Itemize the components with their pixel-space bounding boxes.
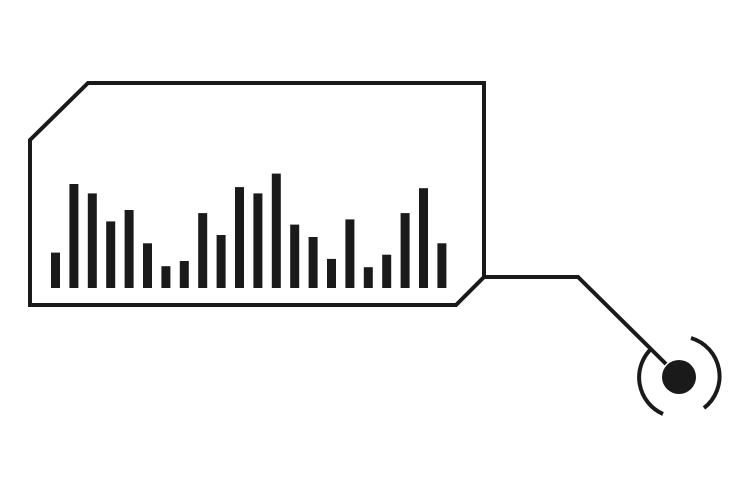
equalizer-bar [271, 173, 281, 288]
equalizer-bar [253, 193, 263, 288]
equalizer-bar [308, 237, 318, 288]
target-ring-arc [637, 346, 664, 416]
equalizer-bar [235, 187, 244, 288]
equalizer-bar [290, 224, 300, 288]
equalizer-bar [124, 210, 134, 288]
equalizer-bar [143, 243, 152, 288]
equalizer-bar [419, 188, 428, 288]
equalizer-bar [216, 235, 226, 288]
target-ring-arc [690, 336, 722, 410]
equalizer-bar [51, 252, 60, 288]
equalizer-bar [179, 261, 189, 288]
equalizer-bar [363, 267, 373, 288]
equalizer-bar [327, 258, 336, 288]
equalizer-bar [382, 254, 392, 288]
target-dot [662, 360, 696, 394]
target-marker-icon [637, 336, 722, 416]
connector-line [484, 275, 668, 366]
equalizer-bar [437, 243, 447, 288]
equalizer-bar [161, 266, 171, 288]
equalizer-bar [400, 213, 410, 288]
equalizer-bar [345, 219, 355, 288]
equalizer-bar [198, 213, 208, 288]
equalizer-bars-icon [51, 173, 447, 288]
equalizer-bar [87, 193, 97, 288]
equalizer-bar [69, 184, 79, 288]
equalizer-bar [106, 221, 116, 288]
